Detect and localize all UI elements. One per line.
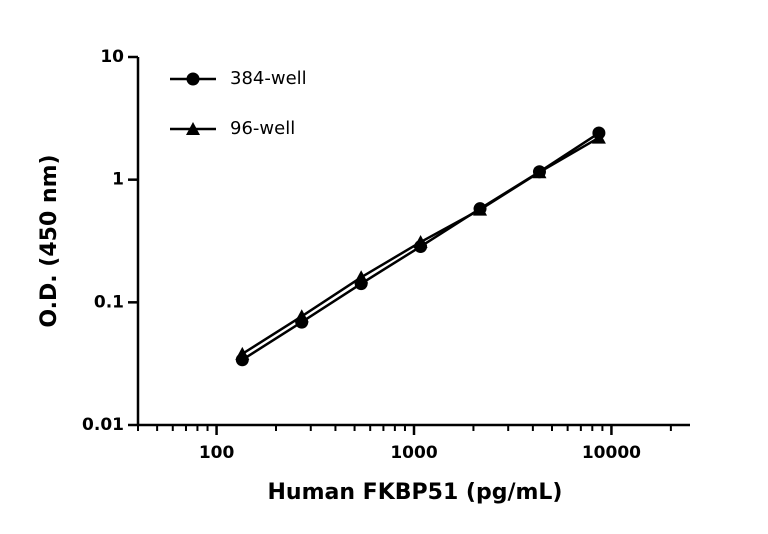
legend-marker	[186, 122, 200, 135]
data-point	[235, 346, 250, 360]
legend-marker	[186, 72, 200, 86]
y-tick-label: 1	[112, 170, 124, 190]
x-tick-label: 10000	[582, 443, 641, 463]
y-tick-label: 10	[100, 47, 124, 67]
data-point	[591, 130, 606, 144]
x-axis-label: Human FKBP51 (pg/mL)	[268, 480, 563, 505]
y-tick-label: 0.1	[94, 292, 124, 312]
y-tick-label: 0.01	[82, 415, 124, 435]
data-point	[473, 202, 488, 216]
y-axis-label: O.D. (450 nm)	[37, 154, 62, 327]
x-tick-label: 1000	[390, 443, 437, 463]
x-tick-label: 100	[199, 443, 235, 463]
legend-label: 96-well	[230, 118, 295, 139]
data-point	[354, 270, 369, 284]
legend-label: 384-well	[230, 68, 307, 89]
data-point	[294, 309, 309, 323]
data-point	[413, 235, 428, 249]
data-point	[532, 165, 547, 179]
